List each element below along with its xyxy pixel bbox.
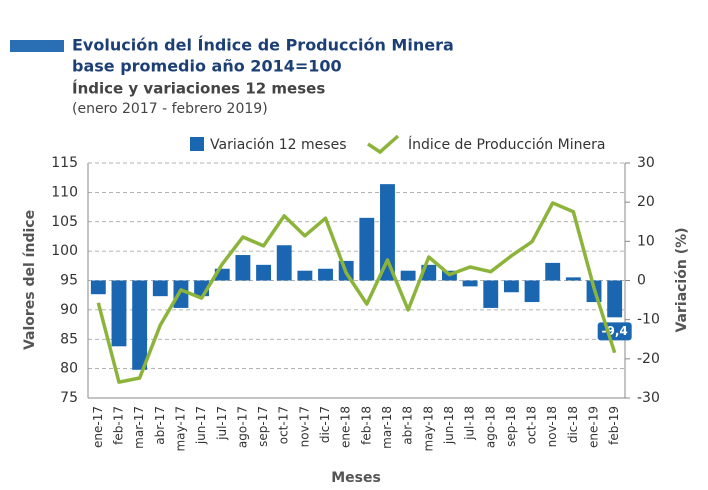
bar bbox=[483, 280, 499, 308]
x-tick-label: dic-17 bbox=[318, 406, 332, 443]
chart-title: Evolución del Índice de Producción Miner… bbox=[72, 36, 454, 55]
x-tick-label: jul-17 bbox=[215, 406, 229, 441]
x-axis-label: Meses bbox=[331, 470, 381, 486]
legend-label: Índice de Producción Minera bbox=[408, 136, 605, 153]
bar bbox=[545, 262, 561, 281]
y2-tick-label: 20 bbox=[637, 194, 655, 210]
bar bbox=[132, 280, 148, 370]
legend-swatch bbox=[190, 137, 204, 151]
y2-tick-label: 0 bbox=[637, 273, 646, 289]
x-tick-label: jun-18 bbox=[442, 406, 456, 445]
x-tick-label: mar-18 bbox=[380, 406, 394, 449]
x-tick-label: ene-17 bbox=[91, 406, 105, 448]
x-tick-label: ene-19 bbox=[587, 406, 601, 448]
bar bbox=[276, 245, 292, 281]
y-tick-label: 85 bbox=[60, 331, 78, 347]
x-tick-label: may-17 bbox=[173, 406, 187, 452]
y-tick-label: 90 bbox=[60, 302, 78, 318]
y2-axis-label: Variación (%) bbox=[674, 227, 690, 332]
bar bbox=[400, 270, 416, 281]
y-tick-label: 75 bbox=[60, 390, 78, 406]
bar bbox=[152, 280, 168, 297]
chart-title: base promedio año 2014=100 bbox=[72, 57, 342, 76]
legend-label: Variación 12 meses bbox=[210, 137, 347, 153]
chart-subtitle: Índice y variaciones 12 meses bbox=[72, 79, 325, 98]
x-tick-label: abr-18 bbox=[401, 406, 415, 445]
bar bbox=[256, 264, 271, 281]
bar bbox=[173, 280, 189, 308]
bar bbox=[90, 280, 106, 295]
bar bbox=[524, 280, 540, 303]
y-tick-label: 115 bbox=[51, 155, 78, 171]
chart-subtitle: (enero 2017 - febrero 2019) bbox=[72, 101, 268, 117]
bar bbox=[214, 268, 230, 281]
x-tick-label: oct-17 bbox=[277, 406, 291, 444]
bar bbox=[565, 277, 581, 281]
bar bbox=[607, 280, 623, 318]
x-tick-label: jul-18 bbox=[463, 406, 477, 441]
x-tick-label: oct-18 bbox=[525, 406, 539, 444]
x-tick-label: feb-17 bbox=[111, 406, 125, 445]
x-tick-label: sep-18 bbox=[504, 406, 518, 447]
y2-tick-label: -30 bbox=[637, 390, 660, 406]
x-tick-label: feb-18 bbox=[359, 406, 373, 445]
y-tick-label: 80 bbox=[60, 361, 78, 377]
x-tick-label: dic-18 bbox=[566, 406, 580, 443]
bar bbox=[380, 184, 395, 281]
y2-tick-label: -20 bbox=[637, 351, 660, 367]
x-tick-label: ene-18 bbox=[339, 406, 353, 448]
bar bbox=[318, 268, 333, 281]
y-tick-label: 100 bbox=[51, 243, 78, 259]
bar bbox=[111, 280, 127, 347]
x-tick-label: feb-19 bbox=[607, 406, 621, 445]
bar bbox=[235, 255, 251, 281]
x-tick-label: abr-17 bbox=[153, 406, 167, 445]
bar bbox=[297, 270, 313, 281]
x-tick-label: jun-17 bbox=[194, 406, 208, 445]
x-tick-label: nov-18 bbox=[545, 406, 559, 447]
x-tick-label: nov-17 bbox=[297, 406, 311, 447]
x-tick-label: may-18 bbox=[421, 406, 435, 452]
x-tick-label: sep-17 bbox=[256, 406, 270, 447]
y-tick-label: 105 bbox=[51, 214, 78, 230]
x-tick-label: mar-17 bbox=[132, 406, 146, 449]
y2-tick-label: 10 bbox=[637, 233, 655, 249]
x-tick-label: ago-18 bbox=[483, 406, 497, 448]
y-axis-label: Valores del índice bbox=[22, 210, 38, 350]
y2-tick-label: -10 bbox=[637, 312, 660, 328]
y2-tick-label: 30 bbox=[637, 155, 655, 171]
y-tick-label: 95 bbox=[60, 273, 78, 289]
bar bbox=[359, 217, 375, 281]
header-block bbox=[10, 40, 64, 52]
bar bbox=[503, 280, 519, 293]
y-tick-label: 110 bbox=[51, 184, 78, 200]
bar bbox=[462, 280, 478, 287]
line bbox=[96, 201, 617, 384]
legend-swatch bbox=[367, 134, 400, 155]
x-tick-label: ago-17 bbox=[235, 406, 249, 448]
